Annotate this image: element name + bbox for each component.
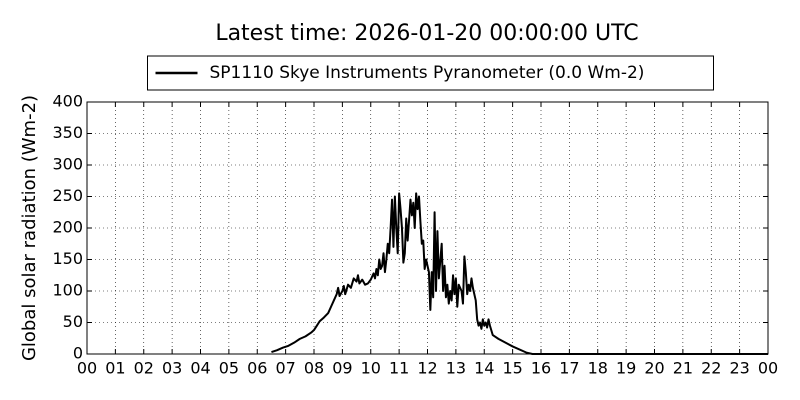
legend-box [147,55,714,91]
x-tick-label: 08 [304,359,324,378]
y-axis-label: Global solar radiation (Wm-2) [19,95,40,361]
x-tick-label: 03 [162,359,182,378]
data-line [271,192,768,355]
x-tick-label: 23 [729,359,749,378]
y-tick-label: 200 [52,218,83,237]
x-tick-label: 09 [332,359,352,378]
x-tick-label: 05 [219,359,239,378]
y-tick-label: 250 [52,186,83,205]
x-tick-label: 19 [616,359,636,378]
x-tick-label: 13 [446,359,466,378]
y-tick-label: 100 [52,281,83,300]
x-tick-label: 15 [502,359,522,378]
x-tick-label: 01 [105,359,125,378]
y-tick-label: 50 [63,312,83,331]
x-tick-label: 00 [758,359,778,378]
legend-label: SP1110 Skye Instruments Pyranometer (0.0… [210,63,645,83]
x-tick-label: 10 [361,359,381,378]
x-tick-label: 17 [559,359,579,378]
chart-title: Latest time: 2026-01-20 00:00:00 UTC [215,21,638,46]
x-tick-label: 18 [588,359,608,378]
x-tick-label: 16 [531,359,551,378]
y-tick-label: 150 [52,249,83,268]
y-tick-label: 400 [52,92,83,111]
plot-frame [86,101,769,355]
x-tick-label: 04 [190,359,210,378]
y-tick-label: 300 [52,155,83,174]
x-tick-label: 11 [389,359,409,378]
x-tick-label: 12 [417,359,437,378]
x-tick-label: 07 [275,359,295,378]
x-tick-label: 14 [474,359,494,378]
x-tick-label: 21 [673,359,693,378]
x-tick-label: 22 [701,359,721,378]
y-tick-label: 0 [73,344,83,363]
y-tick-label: 350 [52,123,83,142]
x-tick-label: 20 [644,359,664,378]
x-tick-label: 02 [134,359,154,378]
x-tick-label: 06 [247,359,267,378]
x-tick-label: 00 [77,359,97,378]
